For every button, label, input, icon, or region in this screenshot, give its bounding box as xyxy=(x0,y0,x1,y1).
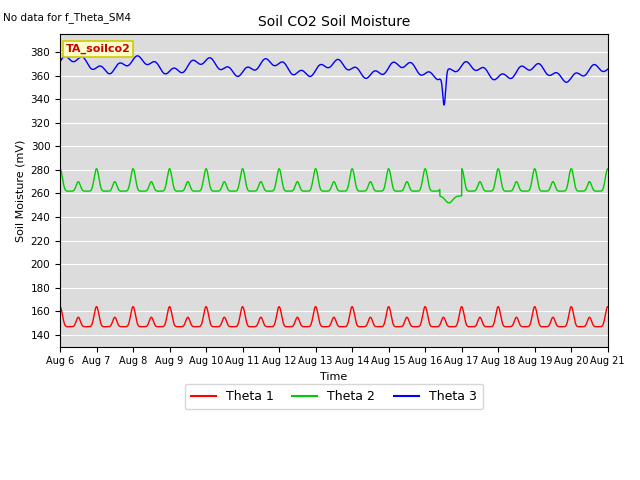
Title: Soil CO2 Soil Moisture: Soil CO2 Soil Moisture xyxy=(258,15,410,29)
Legend: Theta 1, Theta 2, Theta 3: Theta 1, Theta 2, Theta 3 xyxy=(184,384,483,409)
Text: TA_soilco2: TA_soilco2 xyxy=(65,44,131,54)
X-axis label: Time: Time xyxy=(320,372,348,382)
Text: No data for f_Theta_SM4: No data for f_Theta_SM4 xyxy=(3,12,131,23)
Y-axis label: Soil Moisture (mV): Soil Moisture (mV) xyxy=(15,139,25,242)
